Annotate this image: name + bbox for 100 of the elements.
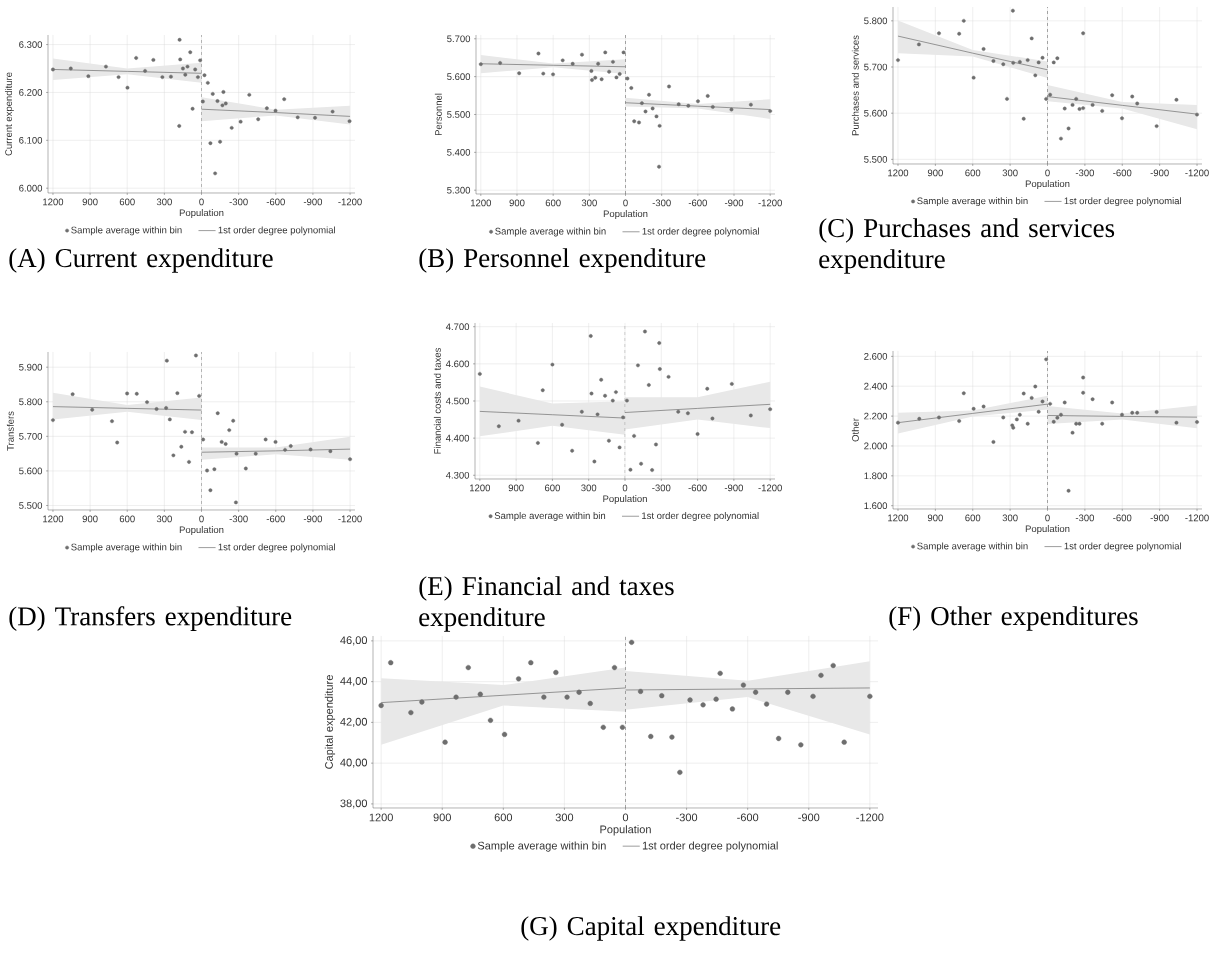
x-tick-label: 900: [927, 514, 943, 522]
x-tick-label: -300: [652, 199, 671, 207]
text: (D) Transfers expenditure: [9, 606, 292, 631]
x-tick-label: 1200: [43, 198, 64, 206]
x-tick-label: -600: [688, 484, 707, 492]
y-tick-label: 5.700: [447, 35, 471, 43]
x-tick-label: 600: [119, 198, 135, 206]
x-tick-label: -300: [229, 515, 248, 523]
x-tick-label: 1200: [888, 514, 909, 522]
y-tick-label: 5.400: [447, 148, 471, 156]
y-tick-label: 4.400: [445, 434, 470, 442]
y-tick-label: 5.900: [19, 363, 43, 371]
x-tick-label: 900: [508, 484, 524, 492]
x-tick-label: 0: [622, 813, 629, 822]
legend-label: Sample average within bin: [71, 226, 182, 236]
legend-label: 1st order degree polynomial: [1064, 197, 1181, 207]
y-tick-label: 6.200: [19, 89, 43, 96]
x-tick-label: -300: [652, 484, 671, 492]
x-tick-label: 0: [199, 515, 204, 523]
y-tick-label: 6.000: [19, 184, 43, 192]
x-tick-label: 600: [545, 199, 561, 207]
x-tick-label: 1200: [369, 813, 393, 822]
legend-label: 1st order degree polynomial: [642, 227, 759, 237]
x-tick-label: -1200: [338, 515, 362, 523]
x-axis-title: Population: [603, 210, 648, 219]
x-tick-label: 300: [1002, 514, 1018, 522]
x-tick-label: 0: [1045, 514, 1050, 522]
x-tick-label: -600: [266, 198, 285, 206]
x-tick-label: 900: [82, 515, 98, 523]
x-tick-label: 600: [965, 169, 981, 177]
x-tick-label: 1200: [470, 199, 492, 207]
x-tick-label: 0: [622, 484, 628, 492]
x-tick-label: -600: [1113, 169, 1132, 177]
y-tick-label: 5.300: [447, 186, 471, 194]
x-tick-label: -300: [229, 198, 248, 206]
y-tick-label: 2.600: [864, 353, 888, 360]
x-tick-label: -900: [303, 198, 323, 206]
x-tick-label: 300: [156, 515, 172, 523]
y-tick-label: 42,00: [340, 717, 368, 727]
y-tick-label: 46,00: [340, 636, 368, 646]
text: (B) Personnel expenditure: [419, 248, 706, 273]
x-tick-label: 300: [1002, 169, 1018, 177]
x-tick-label: 0: [1045, 169, 1050, 177]
text: (A) Current expenditure: [9, 248, 273, 273]
x-tick-label: -900: [724, 484, 743, 492]
x-tick-label: -1200: [758, 484, 782, 492]
y-tick-label: 1.600: [864, 502, 888, 510]
y-tick-label: 5.600: [19, 467, 43, 475]
y-tick-label: 4.600: [445, 360, 470, 368]
x-tick-label: 600: [119, 515, 135, 523]
x-axis-title: Population: [179, 526, 224, 535]
y-tick-label: 4.300: [445, 471, 470, 479]
y-tick-label: 5.700: [864, 63, 888, 71]
y-tick-label: 2.200: [864, 412, 888, 420]
legend-label: 1st order degree polynomial: [1064, 542, 1181, 552]
x-axis-title: Population: [1025, 525, 1070, 534]
text: (C) Purchases and services expenditure: [819, 218, 1115, 274]
text: (F) Other expenditures: [889, 606, 1138, 631]
text: (E) Financial and taxes expenditure: [419, 576, 674, 632]
x-axis-title: Population: [179, 209, 224, 218]
x-tick-label: 300: [555, 813, 574, 822]
x-tick-label: -1200: [338, 198, 362, 206]
y-tick-label: 2.000: [864, 442, 888, 450]
y-tick-label: 5.800: [19, 398, 43, 406]
x-axis-title: Population: [603, 495, 647, 504]
x-tick-label: -900: [798, 813, 820, 822]
x-tick-label: -1200: [758, 199, 782, 207]
y-tick-label: 6.300: [19, 41, 43, 48]
x-axis-title: Population: [600, 825, 651, 836]
y-tick-label: 6.100: [19, 136, 43, 144]
x-tick-label: 900: [509, 199, 525, 207]
x-tick-label: -600: [1113, 514, 1132, 522]
x-tick-label: 900: [82, 198, 98, 206]
x-tick-label: -1200: [1185, 514, 1209, 522]
y-tick-label: 5.600: [864, 109, 888, 117]
x-tick-label: -300: [676, 813, 698, 822]
x-tick-label: 600: [494, 813, 513, 822]
x-tick-label: 900: [433, 813, 451, 822]
y-tick-label: 5.500: [864, 156, 888, 163]
y-axis-title: Capital expenditure: [324, 675, 336, 769]
x-tick-label: -600: [266, 515, 285, 523]
x-tick-label: -1200: [1185, 169, 1209, 177]
x-tick-label: 600: [965, 514, 981, 522]
y-tick-label: 5.500: [447, 111, 471, 118]
legend-label: Sample average within bin: [494, 512, 606, 521]
y-tick-label: 5.600: [447, 73, 471, 80]
x-tick-label: 600: [544, 484, 560, 492]
x-tick-label: -300: [1075, 514, 1095, 522]
x-tick-label: -900: [724, 199, 744, 207]
x-tick-label: 300: [581, 484, 597, 492]
x-tick-label: 1200: [888, 169, 909, 177]
x-tick-label: 1200: [470, 484, 491, 492]
x-tick-label: -300: [1075, 169, 1095, 177]
x-tick-label: 0: [623, 199, 628, 207]
x-tick-label: -600: [737, 813, 759, 822]
y-axis-title: Financial costs and taxes: [433, 348, 441, 454]
legend-label: Sample average within bin: [917, 542, 1028, 552]
x-tick-label: 0: [199, 198, 204, 206]
y-axis-title: Other: [851, 418, 859, 442]
x-tick-label: -900: [303, 515, 323, 523]
